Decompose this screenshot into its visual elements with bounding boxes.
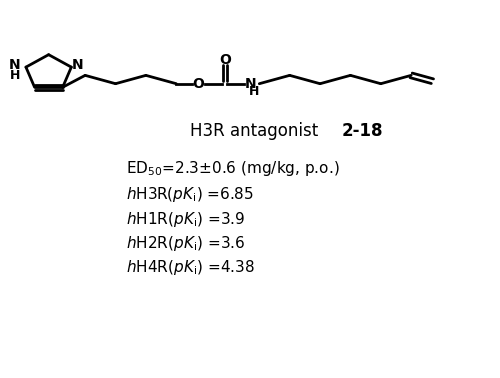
Text: $\it{h}$H2R($\it{p}$$\it{K}$$_{\rm i}$) =3.6: $\it{h}$H2R($\it{p}$$\it{K}$$_{\rm i}$) … bbox=[126, 234, 245, 253]
Text: ED$_{50}$=2.3$\pm$0.6 (mg/kg, p.o.): ED$_{50}$=2.3$\pm$0.6 (mg/kg, p.o.) bbox=[126, 159, 340, 178]
Text: N: N bbox=[244, 77, 256, 91]
Text: $\it{h}$H1R($\it{p}$$\it{K}$$_{\rm i}$) =3.9: $\it{h}$H1R($\it{p}$$\it{K}$$_{\rm i}$) … bbox=[126, 209, 245, 229]
Text: H: H bbox=[248, 85, 259, 98]
Text: $\it{h}$H3R($\it{p}$$\it{K}$$_{\rm i}$) =6.85: $\it{h}$H3R($\it{p}$$\it{K}$$_{\rm i}$) … bbox=[126, 185, 254, 204]
Text: O: O bbox=[219, 53, 231, 67]
Text: N: N bbox=[9, 58, 21, 72]
Text: O: O bbox=[192, 77, 204, 91]
Text: H: H bbox=[10, 69, 20, 82]
Text: H3R antagonist: H3R antagonist bbox=[190, 122, 324, 140]
Text: 2-18: 2-18 bbox=[342, 122, 384, 140]
Text: N: N bbox=[72, 58, 84, 72]
Text: $\it{h}$H4R($\it{p}$$\it{K}$$_{\rm i}$) =4.38: $\it{h}$H4R($\it{p}$$\it{K}$$_{\rm i}$) … bbox=[126, 258, 254, 277]
